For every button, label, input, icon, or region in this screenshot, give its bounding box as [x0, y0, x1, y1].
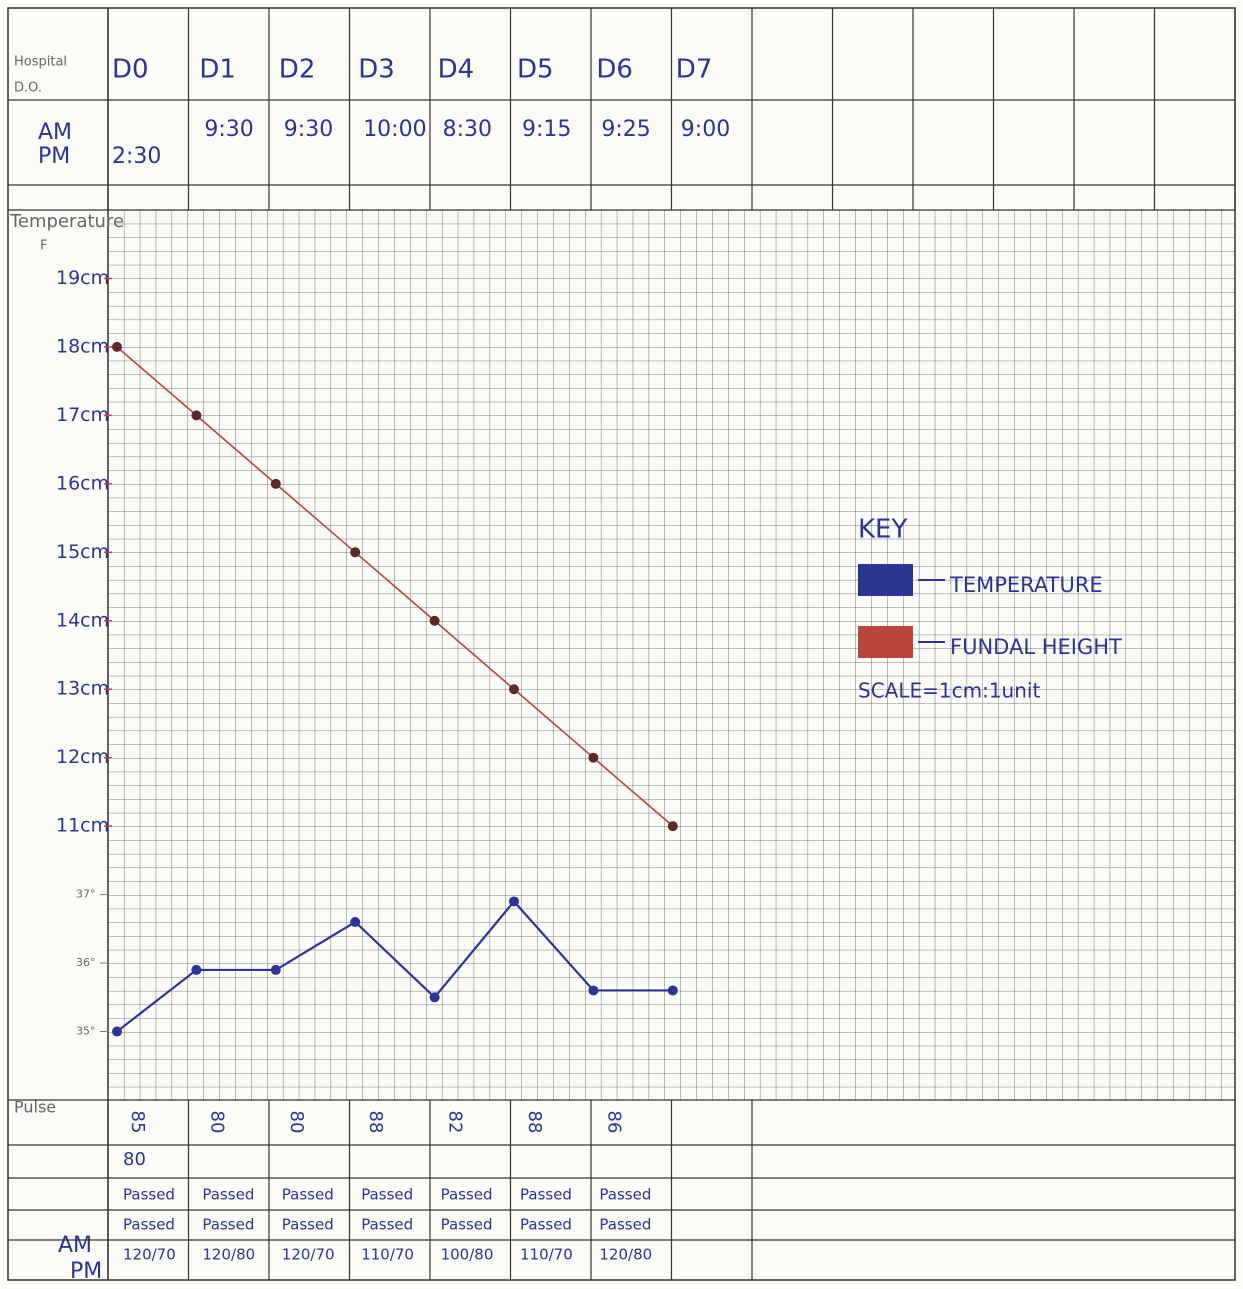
am-label: AM [38, 120, 72, 145]
passed-cell: Passed [123, 1186, 175, 1204]
temperature-label: Temperature [9, 211, 124, 232]
pm-time: 2:30 [112, 144, 161, 169]
series-point [191, 410, 201, 420]
series-point [668, 985, 678, 995]
passed-cell: Passed [202, 1216, 254, 1234]
series-point [112, 342, 122, 352]
y-tick-label: 14cm [56, 609, 109, 631]
series-point [271, 479, 281, 489]
passed-cell: Passed [441, 1186, 493, 1204]
am-time: 9:25 [601, 117, 650, 142]
y2-tick-label: 37° [76, 888, 96, 901]
passed-cell: Passed [123, 1216, 175, 1234]
series-point [509, 896, 519, 906]
pulse-value: 88 [524, 1111, 545, 1134]
bp-value: 120/80 [202, 1246, 255, 1264]
am-time: 9:30 [284, 117, 333, 142]
y-tick-label: 17cm [56, 404, 109, 426]
am-time: 9:00 [681, 117, 730, 142]
pulse-value: 80 [206, 1111, 227, 1134]
y2-tick-label: 35° [76, 1025, 96, 1038]
legend-label: FUNDAL HEIGHT [950, 635, 1122, 659]
bp-am-label: AM [58, 1233, 92, 1258]
x-tick-label: D5 [517, 55, 554, 85]
pulse-value: 86 [603, 1111, 624, 1134]
am-time: 8:30 [443, 117, 492, 142]
x-tick-label: D0 [112, 55, 149, 85]
passed-cell: Passed [520, 1186, 572, 1204]
series-point [588, 985, 598, 995]
am-time: 9:15 [522, 117, 571, 142]
series-point [271, 965, 281, 975]
x-tick-label: D1 [199, 55, 236, 85]
y-tick-label: 18cm [56, 335, 109, 357]
passed-cell: Passed [282, 1216, 334, 1234]
x-tick-label: D6 [596, 55, 633, 85]
series-point [112, 1027, 122, 1037]
pulse-value: 82 [445, 1111, 466, 1134]
series-point [430, 616, 440, 626]
passed-cell: Passed [599, 1186, 651, 1204]
x-tick-label: D2 [279, 55, 316, 85]
pulse-value: 88 [365, 1111, 386, 1134]
x-tick-label: D3 [358, 55, 395, 85]
series-point [668, 821, 678, 831]
passed-cell: Passed [520, 1216, 572, 1234]
y-tick-label: 16cm [56, 472, 109, 494]
scale-note: SCALE=1cm:1unit [858, 679, 1040, 703]
series-point [350, 917, 360, 927]
series-point [191, 965, 201, 975]
pulse-extra: 80 [123, 1149, 146, 1170]
x-tick-label: D4 [438, 55, 475, 85]
x-tick-label: D7 [676, 55, 713, 85]
pulse-value: 80 [286, 1111, 307, 1134]
legend-label: TEMPERATURE [949, 573, 1103, 597]
passed-cell: Passed [202, 1186, 254, 1204]
series-point [588, 753, 598, 763]
passed-cell: Passed [361, 1216, 413, 1234]
y-tick-label: 13cm [56, 678, 109, 700]
y2-tick-label: 36° [76, 956, 96, 969]
passed-cell: Passed [599, 1216, 651, 1234]
bp-value: 110/70 [361, 1246, 414, 1264]
bp-value: 120/80 [599, 1246, 652, 1264]
bp-pm-label: PM [70, 1259, 102, 1284]
y-tick-label: 19cm [56, 267, 109, 289]
series-point [509, 684, 519, 694]
legend-swatch [858, 564, 913, 596]
passed-cell: Passed [361, 1186, 413, 1204]
am-time: 10:00 [363, 117, 426, 142]
am-time: 9:30 [204, 117, 253, 142]
pulse-value: 85 [127, 1111, 148, 1134]
bp-value: 120/70 [282, 1246, 335, 1264]
y-tick-label: 12cm [56, 746, 109, 768]
unit-label: F [40, 239, 47, 254]
bp-value: 120/70 [123, 1246, 176, 1264]
bp-value: 100/80 [441, 1246, 494, 1264]
legend-swatch [858, 626, 913, 658]
series-point [430, 992, 440, 1002]
bp-value: 110/70 [520, 1246, 573, 1264]
do-label: D.O. [14, 81, 42, 96]
chart-sheet: Hospital D.O. AM PM 2:30 Temperature F P… [0, 0, 1243, 1289]
legend-title: KEY [858, 515, 907, 545]
y-tick-label: 11cm [56, 815, 109, 837]
passed-cell: Passed [441, 1216, 493, 1234]
passed-cell: Passed [282, 1186, 334, 1204]
series-point [350, 547, 360, 557]
hospital-label: Hospital [14, 55, 67, 70]
y-tick-label: 15cm [56, 541, 109, 563]
pm-label: PM [38, 144, 70, 169]
